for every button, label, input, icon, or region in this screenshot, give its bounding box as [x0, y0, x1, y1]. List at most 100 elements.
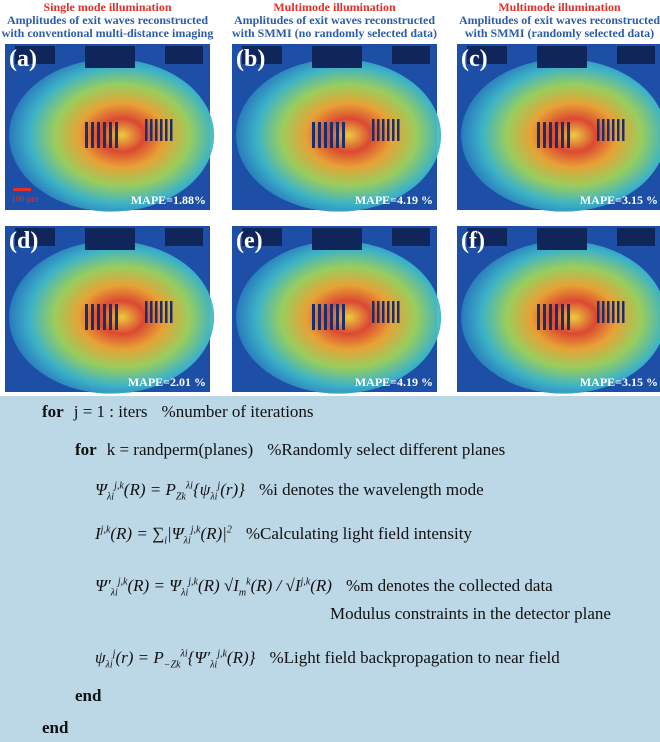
- panel-image: [457, 226, 660, 394]
- target-bar: [372, 119, 375, 141]
- panel-image: [232, 226, 441, 394]
- target-bar: [170, 119, 173, 141]
- target-bar: [155, 301, 158, 323]
- algorithm-line: end: [42, 718, 78, 738]
- mape-label: MAPE=3.15 %: [580, 375, 658, 389]
- target-bar: [602, 119, 605, 141]
- target-bar: [336, 122, 339, 148]
- column-mode: Single mode illumination: [43, 0, 171, 14]
- target-bar: [318, 122, 321, 148]
- formula: Ij,k(R) = ∑i|Ψλij,k(R)|2: [95, 524, 232, 543]
- algorithm-line: end: [75, 686, 111, 706]
- target-bar: [312, 304, 315, 330]
- text: j = 1 : iters: [74, 402, 148, 421]
- target-bar: [561, 122, 564, 148]
- dark-patch: [165, 228, 203, 246]
- dark-patch: [392, 228, 430, 246]
- target-bar: [617, 119, 620, 141]
- algorithm-line: Modulus constraints in the detector plan…: [330, 604, 611, 624]
- target-bar: [85, 304, 88, 330]
- comment: %m denotes the collected data: [346, 576, 553, 595]
- target-bar: [145, 301, 148, 323]
- target-bar: [555, 304, 558, 330]
- formula: ψλij(r) = P−Zkλi{Ψ′λij,k(R)}: [95, 648, 255, 667]
- target-bar: [537, 304, 540, 330]
- target-bar: [330, 122, 333, 148]
- mape-label: MAPE=1.88%: [131, 193, 206, 207]
- dark-patch: [85, 228, 135, 250]
- column-mode: Multimode illumination: [273, 0, 396, 14]
- dark-patch: [617, 228, 655, 246]
- formula: Ψ′λij,k(R) = Ψλij,k(R) √Imk(R) / √Ij,k(R…: [95, 576, 332, 595]
- target-bar: [103, 304, 106, 330]
- target-bar: [597, 301, 600, 323]
- target-bar: [342, 304, 345, 330]
- target-bar: [160, 119, 163, 141]
- algorithm-line: ψλij(r) = P−Zkλi{Ψ′λij,k(R)}%Light field…: [95, 648, 560, 670]
- heat-region: [461, 241, 660, 394]
- mape-label: MAPE=3.15 %: [580, 193, 658, 207]
- comment: Modulus constraints in the detector plan…: [330, 604, 611, 623]
- heat-region: [461, 59, 660, 212]
- target-bar: [387, 301, 390, 323]
- target-bar: [91, 304, 94, 330]
- target-bar: [330, 304, 333, 330]
- target-bar: [567, 122, 570, 148]
- algorithm-line: Ψλij,k(R) = PZkλi{ψλij(r)}%i denotes the…: [95, 480, 484, 502]
- dark-patch: [537, 228, 587, 250]
- target-bar: [549, 304, 552, 330]
- algorithm-line: Ij,k(R) = ∑i|Ψλij,k(R)|2 %Calculating lig…: [95, 524, 472, 546]
- target-bar: [115, 304, 118, 330]
- dark-patch: [392, 46, 430, 64]
- target-bar: [392, 119, 395, 141]
- formula: Ψλij,k(R) = PZkλi{ψλij(r)}: [95, 480, 245, 499]
- target-bar: [382, 301, 385, 323]
- comment: %Calculating light field intensity: [246, 524, 472, 543]
- panels: Single mode illumination Amplitudes of ex…: [0, 0, 660, 396]
- panel-label: (e): [236, 228, 263, 254]
- target-bar: [597, 119, 600, 141]
- target-bar: [372, 301, 375, 323]
- target-bar: [549, 122, 552, 148]
- keyword: for: [42, 402, 64, 421]
- column-caption: Amplitudes of exit waves reconstructed: [234, 13, 435, 27]
- target-bar: [567, 304, 570, 330]
- target-bar: [336, 304, 339, 330]
- target-bar: [145, 119, 148, 141]
- dark-patch: [537, 46, 587, 68]
- target-bar: [115, 122, 118, 148]
- target-bar: [607, 119, 610, 141]
- algorithm-line: Ψ′λij,k(R) = Ψλij,k(R) √Imk(R) / √Ij,k(R…: [95, 576, 553, 598]
- target-bar: [602, 301, 605, 323]
- target-bar: [607, 301, 610, 323]
- target-bar: [97, 304, 100, 330]
- dark-patch: [85, 46, 135, 68]
- target-bar: [612, 119, 615, 141]
- target-bar: [382, 119, 385, 141]
- scale-bar: [13, 188, 31, 191]
- target-bar: [397, 301, 400, 323]
- target-bar: [155, 119, 158, 141]
- scale-bar-label: 100 μm: [11, 194, 39, 204]
- column-caption: Amplitudes of exit waves reconstructed: [459, 13, 660, 27]
- target-bar: [537, 122, 540, 148]
- target-bar: [543, 304, 546, 330]
- comment: %Randomly select different planes: [267, 440, 505, 459]
- target-bar: [561, 304, 564, 330]
- panel-label: (f): [461, 228, 485, 254]
- target-bar: [377, 119, 380, 141]
- target-bar: [387, 119, 390, 141]
- target-bar: [555, 122, 558, 148]
- target-bar: [622, 301, 625, 323]
- target-bar: [392, 301, 395, 323]
- target-bar: [91, 122, 94, 148]
- dark-patch: [312, 46, 362, 68]
- target-bar: [165, 301, 168, 323]
- target-bar: [165, 119, 168, 141]
- text: k = randperm(planes): [107, 440, 253, 459]
- mape-label: MAPE=4.19 %: [355, 375, 433, 389]
- dark-patch: [165, 46, 203, 64]
